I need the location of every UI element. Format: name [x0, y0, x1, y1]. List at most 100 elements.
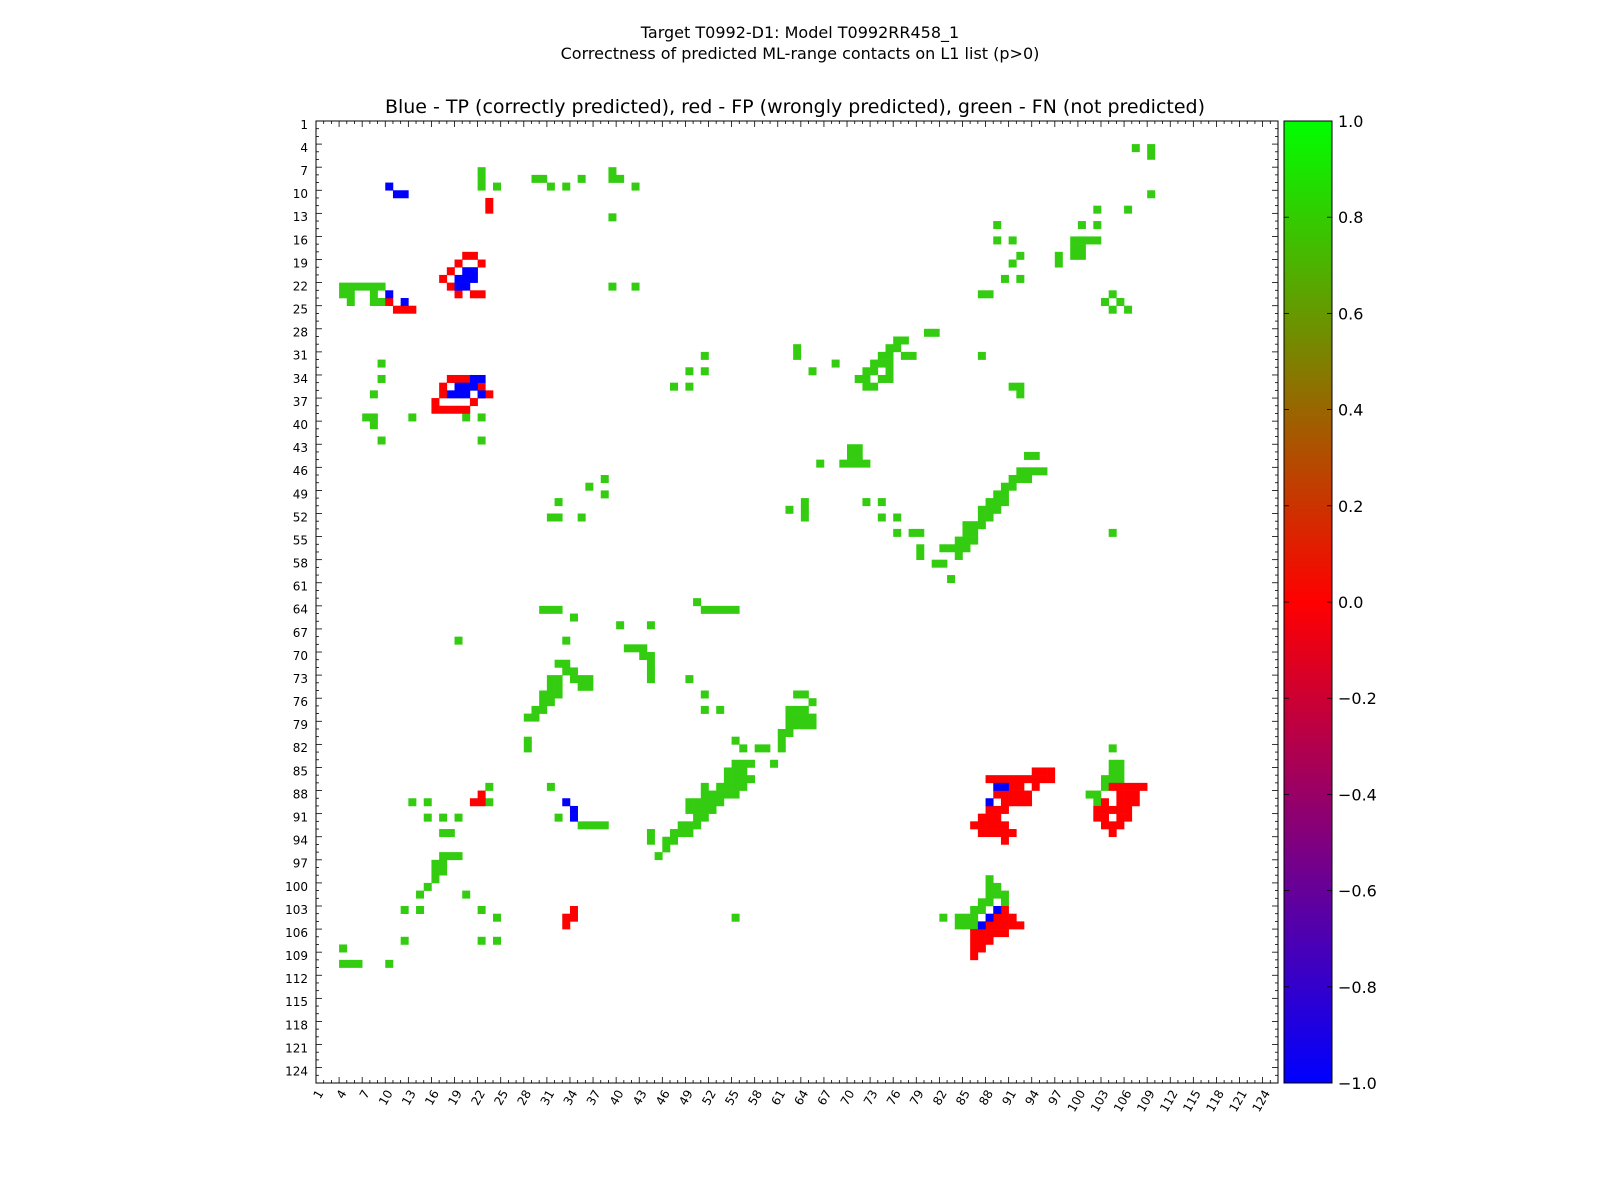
cell-fn-170: [554, 513, 563, 522]
cell-fp-55: [977, 821, 986, 830]
cell-fp-120: [1093, 805, 1102, 814]
cell-fn-213: [539, 690, 548, 699]
cell-fn-108: [847, 451, 856, 460]
cell-fp-21: [431, 405, 440, 414]
x-tick-label: 97: [1045, 1088, 1065, 1108]
cell-fn-67: [670, 382, 679, 391]
y-tick-label: 85: [293, 764, 308, 778]
cell-fn-162: [1031, 451, 1040, 460]
cell-fp-121: [1093, 813, 1102, 822]
colorbar-tick-label: −0.2: [1338, 689, 1377, 708]
cell-fp-77: [1000, 836, 1009, 845]
y-tick-label: 88: [293, 787, 308, 801]
cell-fn-257: [731, 782, 740, 791]
cell-fn-32: [1016, 274, 1025, 283]
cell-fn-45: [1077, 221, 1086, 230]
cell-fn-312: [423, 882, 432, 891]
cell-fp-111: [1124, 805, 1133, 814]
cell-fn-356: [985, 875, 994, 884]
cell-fn-327: [1085, 790, 1094, 799]
x-tick-label: 19: [445, 1088, 465, 1108]
cell-fn-111: [847, 459, 856, 468]
cell-fn-344: [977, 905, 986, 914]
y-tick-label: 67: [293, 626, 308, 640]
cell-fn-238: [808, 713, 817, 722]
cell-fn-311: [431, 875, 440, 884]
cell-fn-171: [546, 513, 555, 522]
cell-fn-246: [731, 759, 740, 768]
cell-fp-37: [1031, 767, 1040, 776]
cell-fn-304: [439, 852, 448, 861]
cell-fn-176: [569, 613, 578, 622]
y-tick-label: 58: [293, 557, 308, 571]
cell-tp-14: [462, 382, 471, 391]
cell-fn-235: [793, 721, 802, 730]
cell-fn-333: [1116, 775, 1125, 784]
cell-fn-51: [1116, 298, 1125, 307]
cell-fp-61: [993, 813, 1002, 822]
cell-fn-102: [408, 413, 417, 422]
cell-fn-109: [854, 451, 863, 460]
cell-tp-13: [454, 390, 463, 399]
cell-fn-226: [746, 759, 755, 768]
cell-fn-345: [970, 905, 979, 914]
cell-fn-46: [1093, 221, 1102, 230]
cell-fn-5: [562, 182, 571, 191]
cell-fn-281: [646, 836, 655, 845]
cell-fn-94: [885, 374, 894, 383]
cell-fn-49: [1108, 290, 1117, 299]
cell-fn-139: [962, 521, 971, 530]
cell-fn-136: [962, 536, 971, 545]
cell-fn-72: [870, 382, 879, 391]
cell-fp-12: [385, 298, 394, 307]
cell-fp-51: [1000, 798, 1009, 807]
cell-fp-26: [469, 398, 478, 407]
cell-fn-265: [716, 798, 725, 807]
axis-ticks: [315, 120, 1279, 1084]
cell-fn-300: [439, 813, 448, 822]
cell-fn-299: [423, 813, 432, 822]
x-tick-label: 4: [334, 1088, 350, 1102]
x-tick-label: 37: [584, 1088, 604, 1108]
cell-fn-275: [670, 829, 679, 838]
contact-cells: [339, 144, 1156, 968]
colorbar-ticks: 1.0 0.8 0.6 0.4 0.2 0.0 −0.2 −0.4 −0.6 −0.8 −1.0: [1284, 112, 1377, 1093]
cell-fp-64: [1016, 790, 1025, 799]
cell-fp-116: [1116, 821, 1125, 830]
cell-tp-25: [985, 913, 994, 922]
cell-fn-125: [916, 528, 925, 537]
cell-fn-104: [477, 413, 486, 422]
y-tick-label: 28: [293, 326, 308, 340]
cell-fn-251: [723, 775, 732, 784]
cell-fn-222: [731, 736, 740, 745]
x-tick-label: 79: [907, 1088, 927, 1108]
cell-fn-150: [993, 505, 1002, 514]
cell-fn-129: [931, 559, 940, 568]
cell-fp-86: [985, 921, 994, 930]
cell-fn-319: [477, 936, 486, 945]
cell-fn-324: [346, 959, 355, 968]
cell-fp-16: [454, 374, 463, 383]
cell-fn-204: [577, 682, 586, 691]
cell-fp-113: [1124, 813, 1133, 822]
cell-fn-62: [808, 367, 817, 376]
cell-fp-65: [569, 913, 578, 922]
cell-fn-241: [793, 705, 802, 714]
cell-fn-85: [923, 328, 932, 337]
cell-tp-5: [469, 267, 478, 276]
x-tick-label: 64: [792, 1088, 812, 1108]
y-tick-label: 34: [293, 372, 308, 386]
cell-fn-296: [485, 798, 494, 807]
cell-fp-18: [439, 382, 448, 391]
cell-fn-185: [646, 659, 655, 668]
cell-fn-262: [731, 790, 740, 799]
cell-fn-142: [970, 536, 979, 545]
y-tick-label: 91: [293, 810, 308, 824]
cell-fn-320: [493, 936, 502, 945]
cell-fp-81: [970, 936, 979, 945]
cell-fn-357: [454, 636, 463, 645]
x-tick-label: 25: [491, 1088, 511, 1108]
cell-fn-318: [493, 913, 502, 922]
cell-tp-0: [462, 267, 471, 276]
